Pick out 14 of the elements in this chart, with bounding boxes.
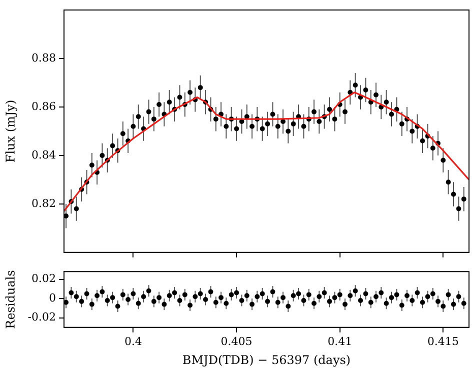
x-axis-title: BMJD(TDB) − 56397 (days) <box>182 352 351 367</box>
x-tick-label: 0.415 <box>427 334 459 348</box>
y-tick-label: 0.84 <box>32 148 56 162</box>
x-tick-label: 0.41 <box>328 334 352 348</box>
y-tick-label: -0.02 <box>28 310 56 324</box>
y-axis-title: Residuals <box>3 270 18 329</box>
y-tick-label: 0.02 <box>32 272 56 286</box>
x-tick-label: 0.4 <box>124 334 142 348</box>
y-tick-label: 0.88 <box>32 51 56 64</box>
y-tick-label: 0 <box>49 291 56 304</box>
y-tick-label: 0.86 <box>32 100 56 113</box>
y-tick-label: 0.82 <box>32 196 56 210</box>
x-tick-label: 0.405 <box>220 334 252 348</box>
y-axis-title: Flux (mJy) <box>3 100 18 163</box>
